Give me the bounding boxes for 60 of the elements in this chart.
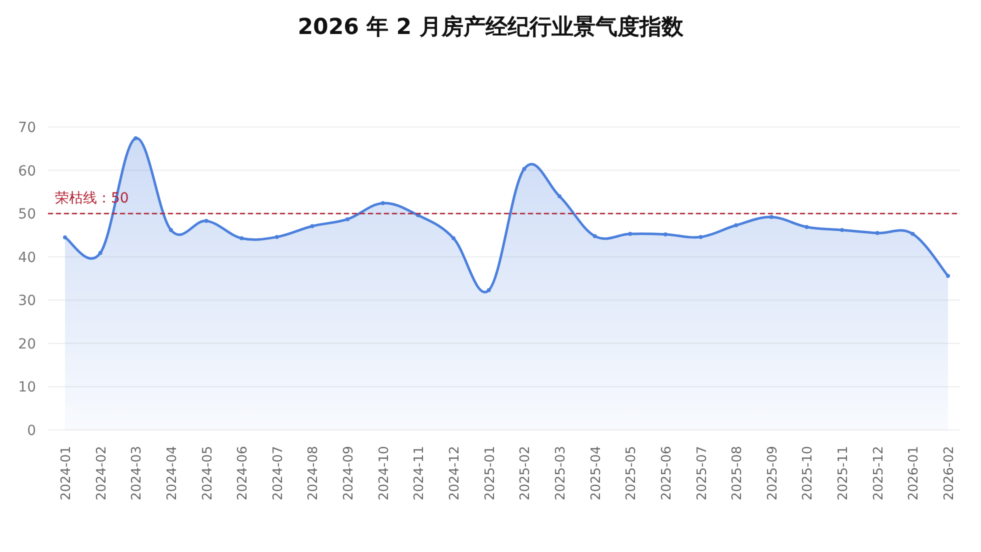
y-tick-label: 10 (18, 380, 36, 396)
point (204, 218, 208, 223)
point (734, 223, 738, 228)
point (63, 235, 67, 240)
point (452, 236, 456, 240)
x-tick-label: 2024-07 (270, 446, 286, 500)
point (875, 231, 880, 236)
x-tick-label: 2025-04 (588, 446, 604, 500)
point (346, 217, 350, 222)
y-tick-label: 20 (18, 336, 36, 352)
point (98, 250, 102, 255)
x-tick-label: 2026-01 (906, 446, 922, 500)
y-tick-label: 40 (18, 250, 36, 266)
x-tick-label: 2024-04 (164, 446, 180, 500)
y-tick-label: 70 (18, 120, 36, 136)
x-tick-label: 2024-06 (236, 446, 251, 500)
point (804, 224, 809, 229)
point (557, 194, 562, 198)
point (592, 234, 597, 238)
x-tick-label: 2025-07 (694, 446, 710, 500)
x-tick-label: 2025-11 (836, 446, 852, 500)
point (380, 201, 385, 206)
y-tick-label: 50 (18, 206, 36, 223)
point (274, 234, 279, 239)
x-tick-label: 2025-03 (553, 446, 568, 500)
x-tick-label: 2025-09 (765, 446, 780, 500)
y-tick-label: 30 (18, 293, 36, 310)
x-tick-label: 2025-05 (624, 446, 640, 500)
point (698, 234, 703, 239)
y-tick-label: 60 (18, 163, 36, 180)
x-tick-label: 2024-09 (342, 446, 357, 500)
x-tick-label: 2026-02 (942, 446, 957, 500)
point (663, 232, 668, 236)
x-tick-label: 2025-06 (659, 446, 674, 500)
point (240, 236, 244, 240)
point (769, 215, 774, 220)
x-tick-label: 2024-11 (412, 446, 428, 500)
point (840, 228, 844, 232)
point (946, 274, 950, 278)
x-tick-label: 2024-01 (59, 446, 74, 500)
point (168, 228, 173, 232)
y-tick-label: 0 (27, 423, 36, 439)
x-tick-label: 2024-08 (306, 446, 322, 500)
x-tick-label: 2025-12 (871, 446, 886, 500)
x-tick-label: 2025-10 (800, 446, 816, 500)
x-tick-label: 2025-02 (518, 446, 534, 500)
point (628, 232, 632, 236)
point (310, 224, 314, 228)
chart-title: 2026 年 2 月房产经纪行业景气度指数 (298, 14, 684, 40)
x-tick-label: 2024-02 (94, 446, 110, 500)
x-tick-label: 2024-12 (448, 446, 463, 500)
x-tick-label: 2024-10 (376, 446, 392, 500)
point (134, 136, 138, 140)
x-tick-label: 2025-08 (730, 446, 746, 500)
x-tick-label: 2024-05 (200, 446, 216, 500)
point (910, 232, 915, 236)
point (522, 166, 526, 171)
x-tick-label: 2025-01 (482, 446, 498, 500)
point (486, 288, 491, 292)
x-tick-label: 2024-03 (130, 446, 145, 500)
